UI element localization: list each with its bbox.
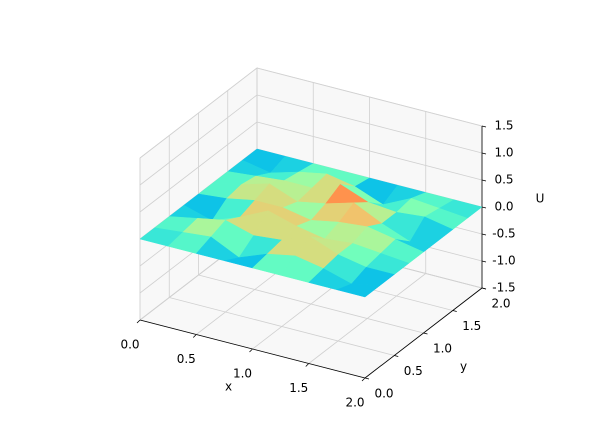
tick-mark	[192, 334, 197, 338]
tick-mark	[481, 152, 487, 155]
grid-line	[256, 67, 483, 127]
grid-line	[139, 121, 258, 213]
z-tick-label: 1.5	[494, 119, 513, 133]
z-tick-label: 0.0	[494, 200, 513, 214]
y-tick-label: 0.5	[404, 364, 423, 378]
y-tick-label: 1.0	[433, 342, 452, 356]
x-axis	[139, 319, 366, 379]
y-tick-label: 2.0	[491, 297, 510, 311]
x-axis-label: x	[225, 380, 232, 394]
tick-mark	[361, 377, 366, 382]
grid-line	[169, 297, 395, 356]
grid-line	[198, 274, 424, 334]
tick-mark	[394, 355, 399, 357]
z-tick-label: 0.5	[494, 173, 513, 187]
z-axis-label: U	[536, 192, 545, 206]
grid-line	[256, 121, 483, 181]
tick-mark	[481, 260, 487, 263]
y-axis-label: y	[460, 360, 467, 374]
tick-mark	[452, 310, 457, 312]
x-tick-label: 1.0	[233, 367, 252, 381]
tick-mark	[305, 363, 310, 367]
x-tick-label: 2.0	[345, 396, 364, 410]
tick-mark	[249, 348, 253, 353]
z-tick-label: -1.5	[492, 281, 515, 295]
z-tick-label: -0.5	[492, 227, 515, 241]
surface-patch	[336, 283, 381, 298]
tick-mark	[364, 377, 370, 380]
tick-mark	[481, 233, 487, 236]
x-tick-label: 0.0	[120, 338, 139, 352]
tick-mark	[423, 332, 428, 335]
tick-mark	[481, 287, 487, 290]
y-tick-label: 0.0	[374, 387, 393, 401]
y-axis	[364, 287, 483, 379]
z-tick-label: -1.0	[492, 254, 515, 268]
grid-line	[256, 94, 483, 154]
y-tick-label: 1.5	[462, 319, 481, 333]
grid-line	[139, 94, 258, 186]
x-tick-label: 1.5	[289, 381, 308, 395]
z-tick-label: 1.0	[494, 146, 513, 160]
x-tick-label: 0.5	[177, 352, 196, 366]
tick-mark	[136, 319, 141, 324]
tick-mark	[481, 179, 487, 182]
grid-line	[139, 67, 258, 159]
tick-mark	[481, 206, 487, 209]
tick-mark	[481, 125, 487, 128]
